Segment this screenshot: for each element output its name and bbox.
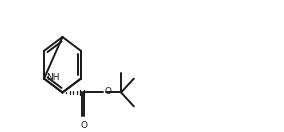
Text: O: O [104, 87, 111, 96]
Text: O: O [81, 121, 88, 130]
Text: NH: NH [46, 73, 60, 82]
